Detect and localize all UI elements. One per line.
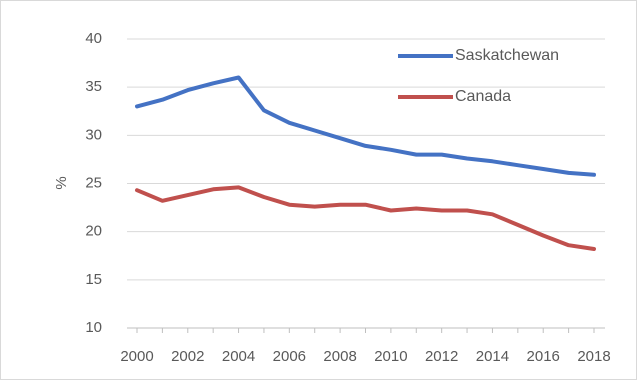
x-tick-label: 2014 bbox=[476, 348, 509, 365]
x-axis bbox=[127, 327, 605, 333]
legend-label-saskatchewan: Saskatchewan bbox=[455, 47, 559, 64]
y-axis-tick-labels: 10 15 20 25 30 35 40 bbox=[85, 30, 102, 336]
gridlines bbox=[127, 38, 605, 281]
y-tick-label: 15 bbox=[85, 271, 102, 288]
x-tick-label: 2002 bbox=[171, 348, 204, 365]
y-tick-label: 35 bbox=[85, 78, 102, 95]
y-axis-title: % bbox=[53, 176, 70, 189]
x-tick-label: 2006 bbox=[273, 348, 306, 365]
legend-label-canada: Canada bbox=[455, 88, 511, 105]
x-tick-label: 2004 bbox=[222, 348, 255, 365]
y-tick-label: 10 bbox=[85, 319, 102, 336]
x-tick-label: 2010 bbox=[374, 348, 407, 365]
legend: Saskatchewan Canada bbox=[398, 47, 559, 105]
y-tick-label: 40 bbox=[85, 30, 102, 47]
x-tick-label: 2018 bbox=[577, 348, 610, 365]
x-tick-label: 2016 bbox=[527, 348, 560, 365]
y-tick-label: 30 bbox=[85, 126, 102, 143]
y-tick-label: 25 bbox=[85, 174, 102, 191]
x-axis-tick-labels: 2000 2002 2004 2006 2008 2010 2012 2014 2016 2018 bbox=[120, 348, 610, 365]
series-lines bbox=[135, 75, 596, 251]
y-tick-label: 20 bbox=[85, 223, 102, 240]
x-tick-label: 2008 bbox=[323, 348, 356, 365]
series-line-canada bbox=[135, 185, 596, 251]
series-line-saskatchewan bbox=[135, 75, 596, 177]
x-tick-label: 2000 bbox=[120, 348, 153, 365]
x-tick-label: 2012 bbox=[425, 348, 458, 365]
